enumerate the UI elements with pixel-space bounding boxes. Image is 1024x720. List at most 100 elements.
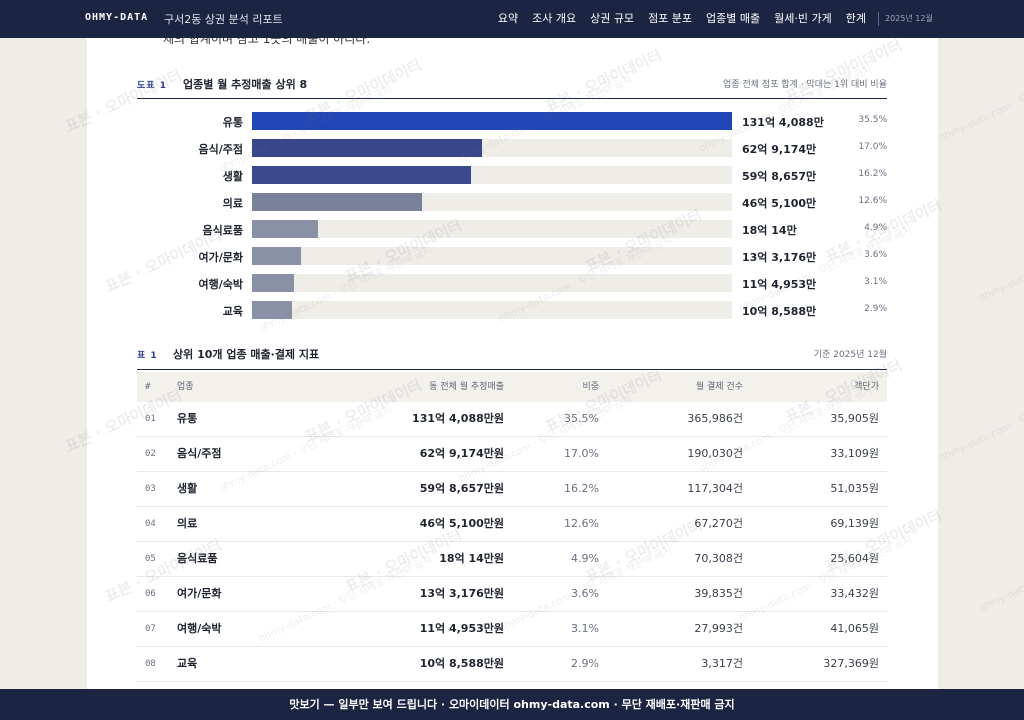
- cell-sales: 11억 4,953만원: [419, 622, 504, 635]
- cell-sales: 62억 9,174만원: [419, 447, 504, 460]
- bar-row: 음식료품 18억 14만 4.9%: [137, 219, 887, 239]
- cell-sales: 10억 8,588만원: [419, 657, 504, 670]
- col-header-industry: 업종: [177, 382, 194, 392]
- cell-industry: 의료: [177, 517, 198, 530]
- table-tag: 표 1: [137, 351, 158, 361]
- bar-category-label: 교육: [222, 305, 243, 318]
- cell-industry: 유통: [177, 412, 198, 425]
- nav-link-summary[interactable]: 요약: [497, 12, 519, 25]
- cell-sales: 13억 3,176만원: [419, 587, 504, 600]
- cell-share: 3.1%: [571, 622, 599, 635]
- bar-track: [252, 193, 732, 211]
- bar-category-label: 유통: [222, 116, 243, 129]
- cell-avg-price: 35,905원: [830, 412, 879, 425]
- bar-share-label: 4.9%: [864, 223, 887, 233]
- table-row: 02 음식/주점 62억 9,174만원 17.0% 190,030건 33,109원: [137, 437, 887, 472]
- cell-count: 190,030건: [687, 447, 743, 460]
- cell-share: 16.2%: [564, 482, 599, 495]
- bar-category-label: 여가/문화: [198, 251, 244, 264]
- cell-sales: 131억 4,088만원: [412, 412, 504, 425]
- bar-share-label: 3.1%: [864, 277, 887, 287]
- watermark-small-text: ohmy-data.com · 무단 재배포·재판매 금지: [937, 54, 1024, 145]
- cell-industry: 교육: [177, 657, 198, 670]
- cell-avg-price: 41,065원: [830, 622, 879, 635]
- bar-value-label: 11억 4,953만: [742, 278, 817, 291]
- bar-share-label: 12.6%: [858, 196, 887, 206]
- bar-row: 여가/문화 13억 3,176만 3.6%: [137, 246, 887, 266]
- table-head-row: # 업종 동 전체 월 추정매출 비중 월 결제 건수 객단가: [137, 372, 887, 402]
- bar-category-label: 음식료품: [202, 224, 243, 237]
- col-header-count: 월 결제 건수: [695, 382, 743, 392]
- metrics-table: # 업종 동 전체 월 추정매출 비중 월 결제 건수 객단가 01 유통 131억…: [137, 372, 887, 682]
- bar: [252, 301, 292, 319]
- bar-category-label: 의료: [222, 197, 243, 210]
- watermark-small-text: ohmy-data.com · 무단 재배포·재판매 금지: [977, 524, 1024, 615]
- cell-count: 365,986건: [687, 412, 743, 425]
- brand-logo[interactable]: OHMY-DATA: [85, 12, 149, 23]
- bar-track: [252, 166, 732, 184]
- cell-count: 117,304건: [687, 482, 743, 495]
- nav-link-market-size[interactable]: 상권 규모: [590, 12, 635, 25]
- cell-rank: 02: [145, 449, 156, 459]
- nav-link-sales-by-industry[interactable]: 업종별 매출: [706, 12, 761, 25]
- col-header-share: 비중: [582, 382, 599, 392]
- figure-note: 업종 전체 점포 합계 · 막대는 1위 대비 비율: [723, 80, 887, 90]
- bar: [252, 220, 318, 238]
- bar-row: 생활 59억 8,657만 16.2%: [137, 165, 887, 185]
- cell-industry: 생활: [177, 482, 198, 495]
- cell-share: 17.0%: [564, 447, 599, 460]
- col-header-avg-price: 객단가: [854, 382, 879, 392]
- table-row: 08 교육 10억 8,588만원 2.9% 3,317건 327,369원: [137, 647, 887, 682]
- cell-count: 67,270건: [694, 517, 743, 530]
- bar-share-label: 2.9%: [864, 304, 887, 314]
- table-title: 상위 10개 업종 매출·결제 지표: [173, 348, 320, 361]
- cell-industry: 여행/숙박: [177, 622, 222, 635]
- cell-rank: 04: [145, 519, 156, 529]
- report-sheet: 제의 합계이며 참고 1곳의 매출이 아니다. 도표 1 업종별 월 추정매출 …: [87, 38, 938, 720]
- cell-rank: 01: [145, 414, 156, 424]
- figure-header: 도표 1 업종별 월 추정매출 상위 8 업종 전체 점포 합계 · 막대는 1…: [137, 76, 887, 92]
- cell-share: 12.6%: [564, 517, 599, 530]
- bar-category-label: 여행/숙박: [198, 278, 244, 291]
- cell-rank: 08: [145, 659, 156, 669]
- nav-link-overview[interactable]: 조사 개요: [532, 12, 577, 25]
- cell-rank: 07: [145, 624, 156, 634]
- cell-rank: 03: [145, 484, 156, 494]
- table-row: 01 유통 131억 4,088만원 35.5% 365,986건 35,905원: [137, 402, 887, 437]
- cell-share: 4.9%: [571, 552, 599, 565]
- cell-industry: 여가/문화: [177, 587, 222, 600]
- cell-count: 70,308건: [694, 552, 743, 565]
- cell-avg-price: 33,109원: [830, 447, 879, 460]
- watermark-small-text: ohmy-data.com · 무단 재배포·재판매 금지: [977, 214, 1024, 305]
- nav-link-rent-vacancy[interactable]: 월세·빈 가게: [774, 12, 832, 25]
- table-header-bar: 표 1 상위 10개 업종 매출·결제 지표 기준 2025년 12월: [137, 346, 887, 362]
- cell-industry: 음식료품: [177, 552, 218, 565]
- table-row: 03 생활 59억 8,657만원 16.2% 117,304건 51,035원: [137, 472, 887, 507]
- top-nav-bar: OHMY-DATA 구서2동 상권 분석 리포트 요약 조사 개요 상권 규모 …: [0, 0, 1024, 38]
- bar-track: [252, 301, 732, 319]
- bar-track: [252, 220, 732, 238]
- cell-avg-price: 69,139원: [830, 517, 879, 530]
- watermark-small-text: ohmy-data.com · 무단 재배포·재판매 금지: [937, 374, 1024, 465]
- cell-industry: 음식/주점: [177, 447, 222, 460]
- table-body: 01 유통 131억 4,088만원 35.5% 365,986건 35,905원 02 음식…: [137, 402, 887, 682]
- cell-sales: 18억 14만원: [439, 552, 504, 565]
- bar-value-label: 46억 5,100만: [742, 197, 817, 210]
- bar-row: 음식/주점 62억 9,174만 17.0%: [137, 138, 887, 158]
- bar-value-label: 59억 8,657만: [742, 170, 817, 183]
- bar-share-label: 3.6%: [864, 250, 887, 260]
- bar-row: 여행/숙박 11억 4,953만 3.1%: [137, 273, 887, 293]
- nav-link-limitations[interactable]: 한계: [845, 12, 866, 25]
- cell-share: 35.5%: [564, 412, 599, 425]
- nav-link-store-distribution[interactable]: 점포 분포: [648, 12, 693, 25]
- bar-track: [252, 274, 732, 292]
- table-row: 06 여가/문화 13억 3,176만원 3.6% 39,835건 33,432원: [137, 577, 887, 612]
- bar: [252, 139, 482, 157]
- preview-notice-banner: 맛보기 — 일부만 보여 드립니다 · 오마이데이터 ohmy-data.com…: [0, 689, 1024, 720]
- table-row: 07 여행/숙박 11억 4,953만원 3.1% 27,993건 41,065원: [137, 612, 887, 647]
- col-header-sales: 동 전체 월 추정매출: [429, 382, 504, 392]
- bar-row: 교육 10억 8,588만 2.9%: [137, 300, 887, 320]
- bar-track: [252, 139, 732, 157]
- bar: [252, 274, 294, 292]
- report-title: 구서2동 상권 분석 리포트: [164, 13, 283, 26]
